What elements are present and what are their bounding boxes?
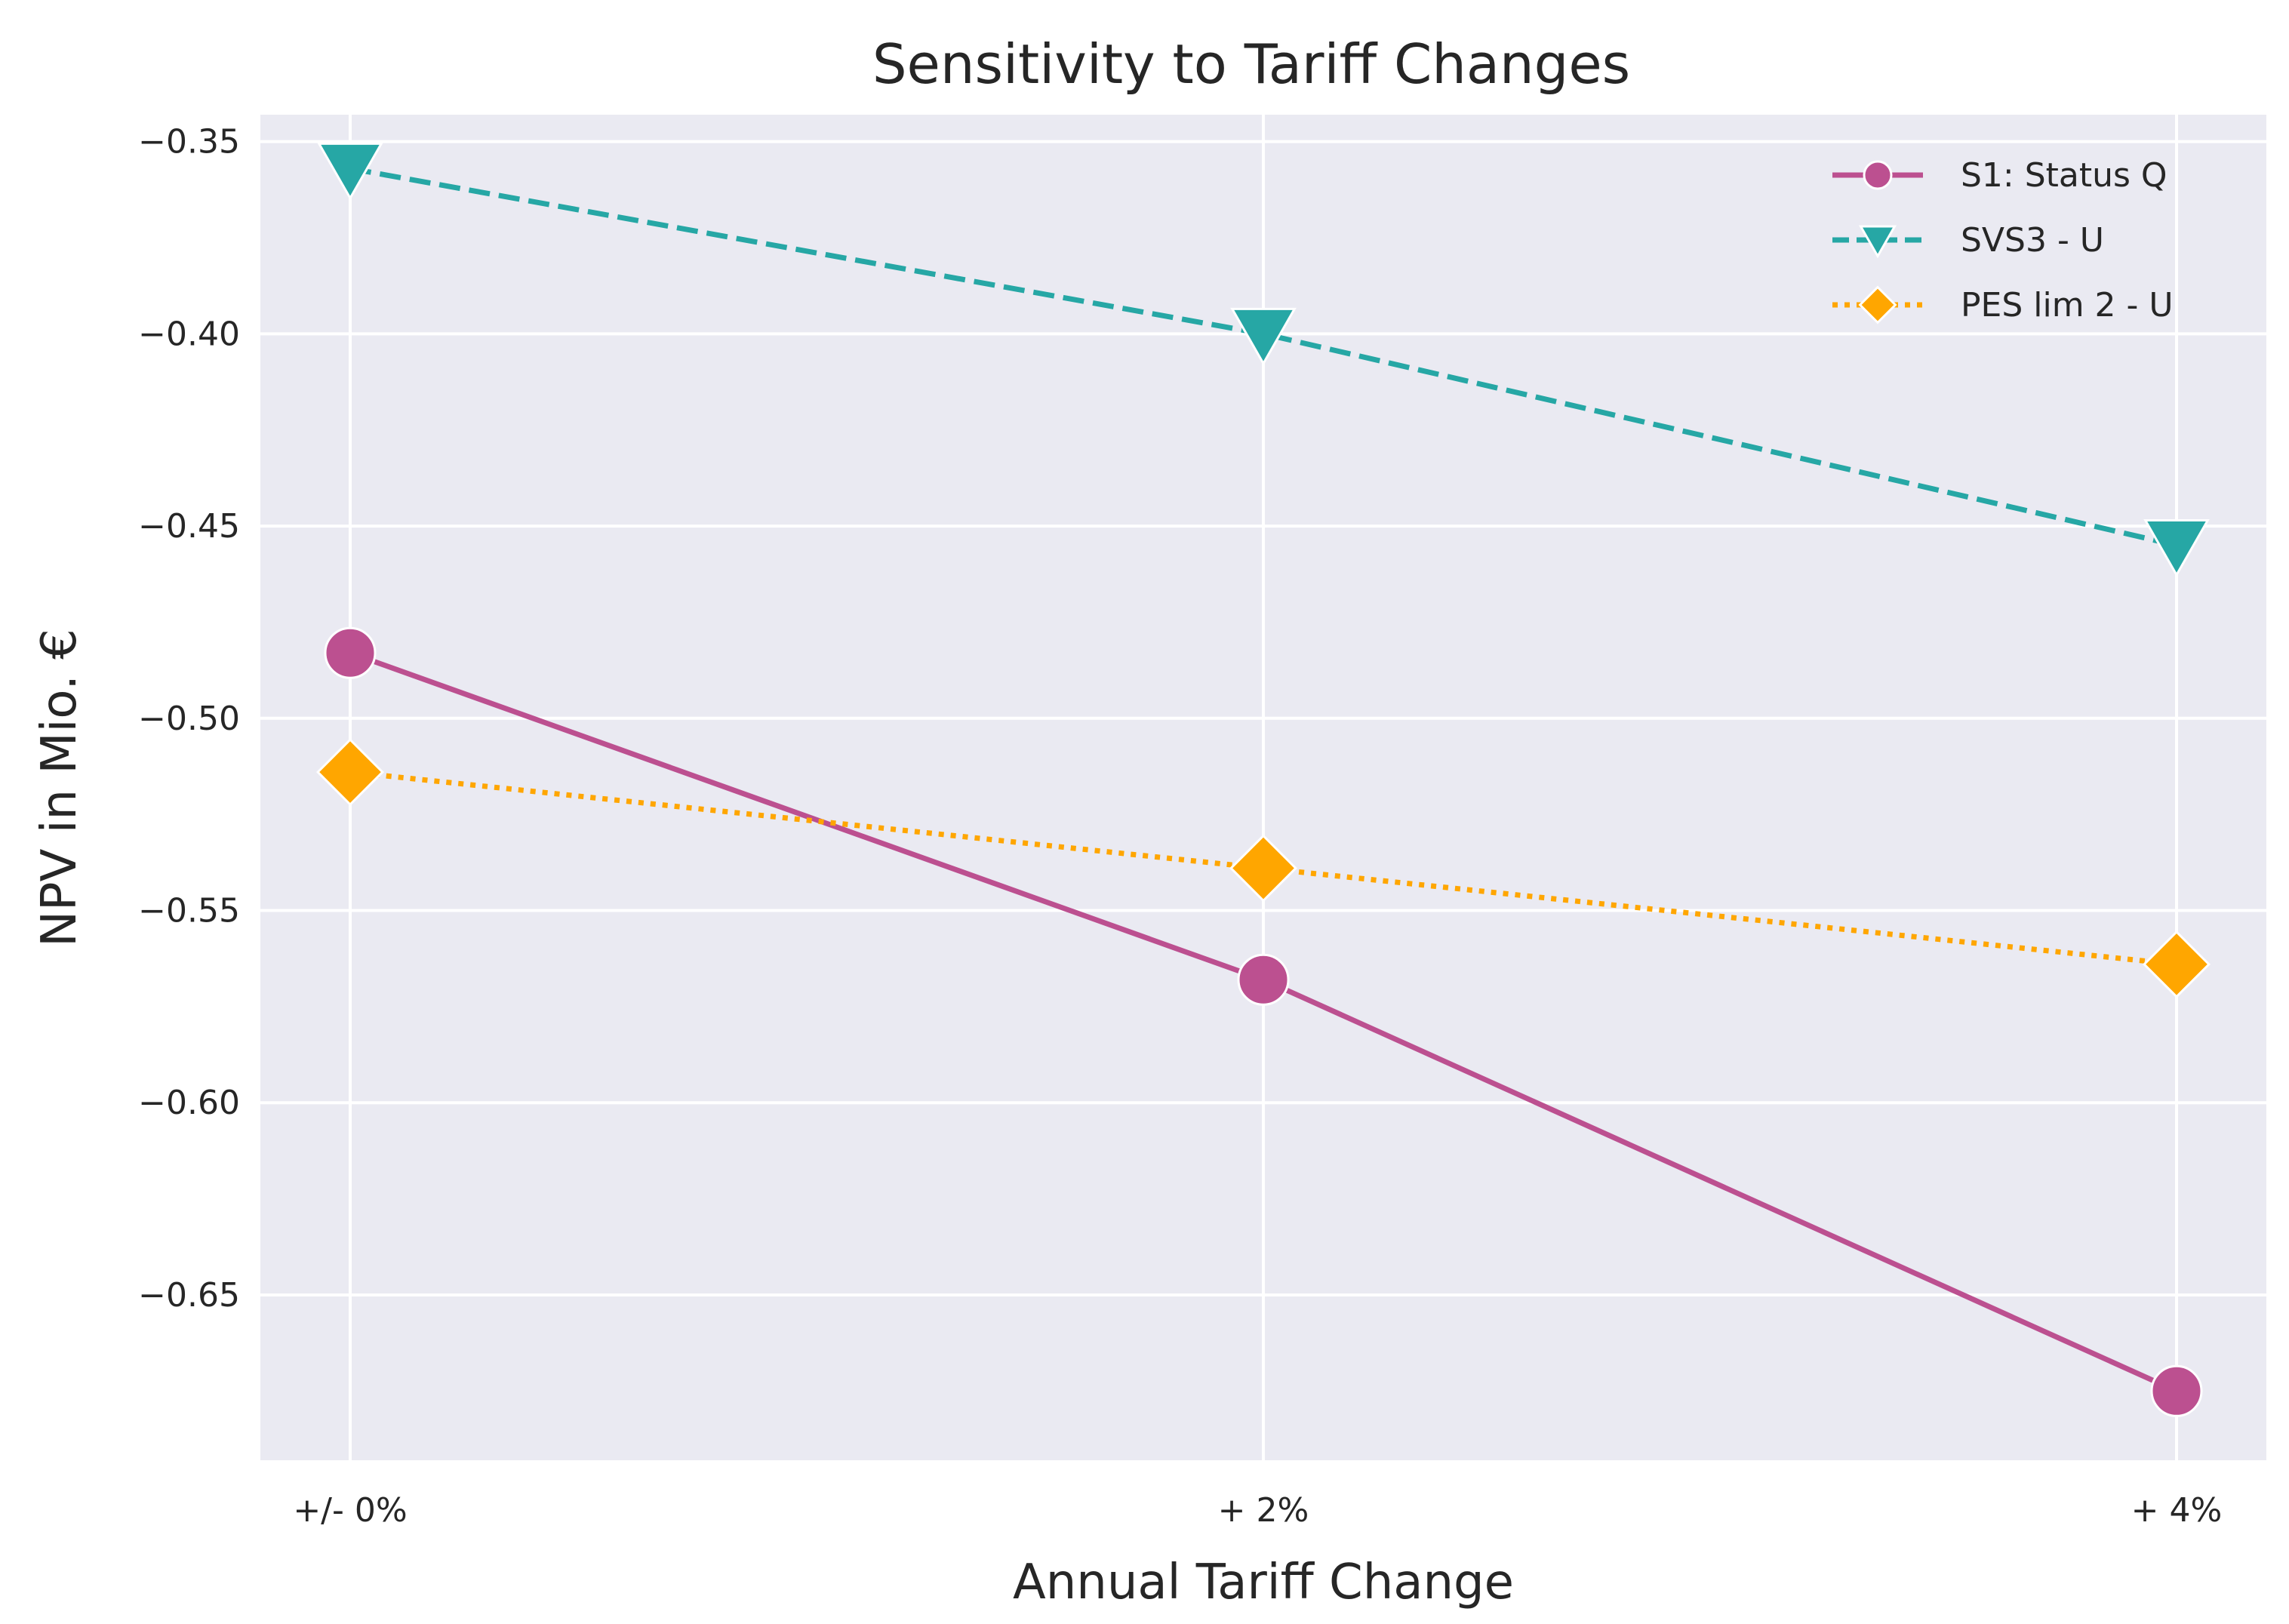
data-point <box>2143 519 2210 577</box>
data-point <box>2150 1364 2203 1417</box>
y-tick-label: −0.40 <box>138 315 240 353</box>
y-axis-label: NPV in Mio. € <box>32 629 88 947</box>
legend-marker <box>1863 160 1893 190</box>
legend-item: PES lim 2 - U <box>1832 285 2174 324</box>
x-tick-label: +/- 0% <box>293 1491 407 1530</box>
series-3 <box>315 738 2211 998</box>
data-point <box>317 142 383 201</box>
y-tick-labels: −0.35 −0.40 −0.45 −0.50 −0.55 −0.60 −0.65 <box>138 123 240 1315</box>
legend-label: SVS3 - U <box>1961 221 2104 260</box>
legend-marker <box>1858 285 1897 324</box>
y-tick-label: −0.55 <box>138 892 240 930</box>
y-tick-label: −0.45 <box>138 507 240 546</box>
legend-item: S1: Status Q <box>1832 156 2167 195</box>
y-tick-label: −0.65 <box>138 1276 240 1315</box>
x-tick-labels: +/- 0% + 2% + 4% <box>293 1491 2222 1530</box>
legend-label: S1: Status Q <box>1961 156 2167 195</box>
legend-marker <box>1858 225 1897 259</box>
data-point <box>1229 834 1298 903</box>
legend-label: PES lim 2 - U <box>1961 286 2174 324</box>
series-1 <box>324 626 2203 1417</box>
x-tick-label: + 4% <box>2131 1491 2223 1530</box>
y-tick-label: −0.35 <box>138 123 240 161</box>
y-tick-label: −0.50 <box>138 700 240 738</box>
chart-title: Sensitivity to Tariff Changes <box>872 32 1630 96</box>
series-line <box>349 165 2177 548</box>
data-point <box>2142 930 2211 998</box>
data-point <box>1237 953 1290 1006</box>
series-2 <box>317 142 2210 577</box>
data-point <box>324 626 377 679</box>
data-point <box>1230 307 1297 366</box>
legend: S1: Status Q SVS3 - U PES lim 2 - U <box>1832 156 2174 324</box>
series-layer <box>315 142 2211 1417</box>
legend-item: SVS3 - U <box>1832 221 2104 260</box>
data-point <box>315 738 385 807</box>
y-tick-label: −0.60 <box>138 1084 240 1122</box>
x-tick-label: + 2% <box>1218 1491 1309 1530</box>
x-axis-label: Annual Tariff Change <box>1013 1555 1514 1610</box>
